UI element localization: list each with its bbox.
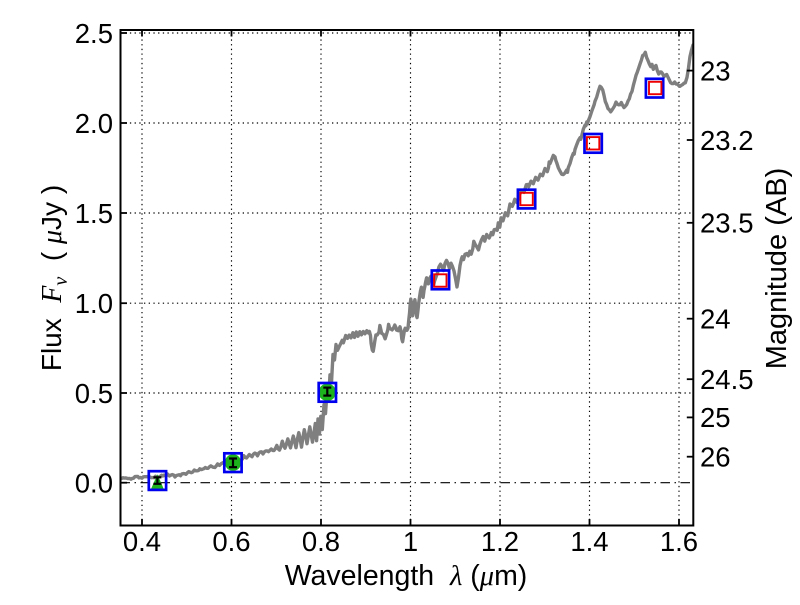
svg-text:1.2: 1.2 xyxy=(481,526,519,557)
svg-text:0.5: 0.5 xyxy=(75,378,113,409)
svg-text:1.4: 1.4 xyxy=(570,526,608,557)
svg-text:1.5: 1.5 xyxy=(75,198,113,229)
svg-text:2.0: 2.0 xyxy=(75,108,113,139)
svg-text:0.6: 0.6 xyxy=(212,526,250,557)
svg-text:0.4: 0.4 xyxy=(123,526,161,557)
svg-text:24: 24 xyxy=(700,304,731,335)
svg-text:26: 26 xyxy=(700,442,731,473)
svg-text:Wavelength λ (μm): Wavelength λ (μm) xyxy=(285,560,528,592)
svg-text:25: 25 xyxy=(700,402,731,433)
svg-text:1.6: 1.6 xyxy=(660,526,698,557)
svg-text:23.5: 23.5 xyxy=(700,208,754,239)
svg-text:24.5: 24.5 xyxy=(700,364,754,395)
svg-text:23: 23 xyxy=(700,55,731,86)
svg-text:Magnitude (AB): Magnitude (AB) xyxy=(761,168,793,370)
svg-text:1: 1 xyxy=(403,526,418,557)
svg-text:0.0: 0.0 xyxy=(75,468,113,499)
svg-text:1.0: 1.0 xyxy=(75,288,113,319)
svg-text:0.8: 0.8 xyxy=(302,526,340,557)
svg-text:2.5: 2.5 xyxy=(75,18,113,49)
svg-text:23.2: 23.2 xyxy=(700,125,754,156)
